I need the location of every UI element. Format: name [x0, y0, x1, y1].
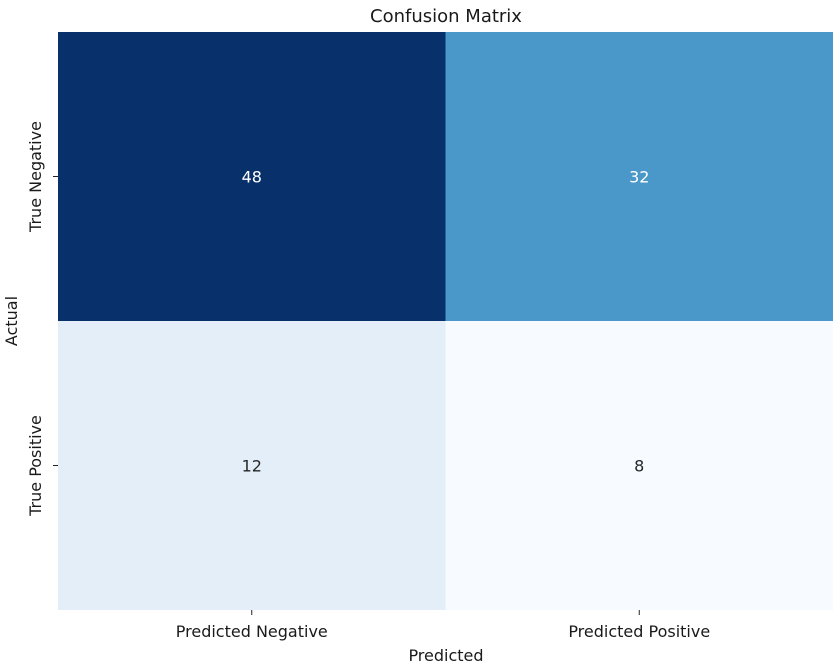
cell-value-labels: 48 32 12 8 [242, 168, 650, 476]
y-axis-tick-label-1: True Positive [26, 415, 45, 517]
y-axis: True Negative True Positive [26, 121, 58, 517]
y-axis-label: Actual [2, 296, 21, 346]
heatmap-cell-1-0 [58, 321, 446, 610]
x-axis-tick-label-0: Predicted Negative [176, 622, 328, 641]
chart-title: Confusion Matrix [370, 6, 522, 27]
x-axis-label: Predicted [408, 646, 483, 664]
cell-value-label-1-0: 12 [242, 457, 262, 476]
cell-value-label-1-1: 8 [634, 457, 644, 476]
cell-value-label-0-0: 48 [242, 168, 262, 187]
heatmap-cell-1-1 [445, 321, 833, 610]
heatmap-cell-0-0 [58, 32, 446, 321]
cell-value-label-0-1: 32 [629, 168, 649, 187]
y-axis-tick-label-0: True Negative [26, 121, 45, 233]
heatmap-cell-0-1 [445, 32, 833, 321]
heatmap-cells [58, 32, 833, 610]
x-axis-tick-label-1: Predicted Positive [568, 622, 710, 641]
x-axis: Predicted Negative Predicted Positive [176, 610, 710, 641]
